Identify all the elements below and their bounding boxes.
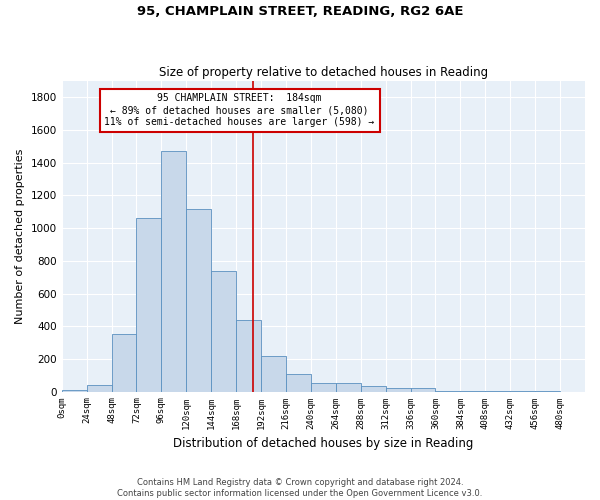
Title: Size of property relative to detached houses in Reading: Size of property relative to detached ho… xyxy=(159,66,488,78)
Bar xyxy=(361,386,386,392)
Bar xyxy=(261,356,286,392)
Bar xyxy=(460,390,485,392)
Bar xyxy=(211,270,236,392)
Bar xyxy=(436,390,460,392)
Bar xyxy=(161,152,186,392)
Bar xyxy=(410,388,436,392)
Text: Contains HM Land Registry data © Crown copyright and database right 2024.
Contai: Contains HM Land Registry data © Crown c… xyxy=(118,478,482,498)
Bar xyxy=(286,374,311,392)
Text: 95 CHAMPLAIN STREET:  184sqm
← 89% of detached houses are smaller (5,080)
11% of: 95 CHAMPLAIN STREET: 184sqm ← 89% of det… xyxy=(104,94,375,126)
Bar xyxy=(386,388,410,392)
X-axis label: Distribution of detached houses by size in Reading: Distribution of detached houses by size … xyxy=(173,437,473,450)
Bar xyxy=(311,382,336,392)
Bar xyxy=(336,384,361,392)
Bar xyxy=(186,208,211,392)
Bar xyxy=(136,218,161,392)
Bar xyxy=(86,385,112,392)
Y-axis label: Number of detached properties: Number of detached properties xyxy=(15,148,25,324)
Bar xyxy=(236,320,261,392)
Text: 95, CHAMPLAIN STREET, READING, RG2 6AE: 95, CHAMPLAIN STREET, READING, RG2 6AE xyxy=(137,5,463,18)
Bar xyxy=(62,390,86,392)
Bar xyxy=(112,334,136,392)
